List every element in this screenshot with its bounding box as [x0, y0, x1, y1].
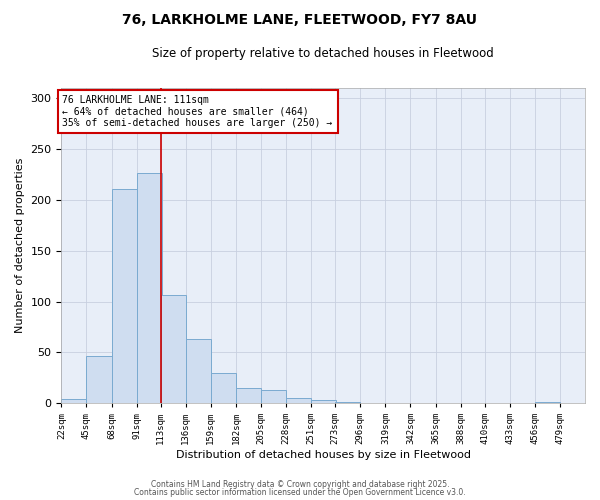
X-axis label: Distribution of detached houses by size in Fleetwood: Distribution of detached houses by size … — [176, 450, 471, 460]
Text: 76 LARKHOLME LANE: 111sqm
← 64% of detached houses are smaller (464)
35% of semi: 76 LARKHOLME LANE: 111sqm ← 64% of detac… — [62, 95, 333, 128]
Bar — [186, 339, 211, 403]
Bar — [535, 402, 560, 403]
Bar — [161, 296, 186, 403]
Bar — [137, 174, 162, 403]
Y-axis label: Number of detached properties: Number of detached properties — [15, 158, 25, 334]
Bar — [112, 188, 137, 403]
Bar — [236, 388, 261, 403]
Text: 76, LARKHOLME LANE, FLEETWOOD, FY7 8AU: 76, LARKHOLME LANE, FLEETWOOD, FY7 8AU — [122, 12, 478, 26]
Bar — [86, 356, 112, 403]
Text: Contains HM Land Registry data © Crown copyright and database right 2025.: Contains HM Land Registry data © Crown c… — [151, 480, 449, 489]
Bar — [261, 390, 286, 403]
Bar — [311, 400, 336, 403]
Text: Contains public sector information licensed under the Open Government Licence v3: Contains public sector information licen… — [134, 488, 466, 497]
Bar — [286, 398, 311, 403]
Bar — [211, 372, 236, 403]
Bar — [61, 399, 86, 403]
Title: Size of property relative to detached houses in Fleetwood: Size of property relative to detached ho… — [152, 48, 494, 60]
Bar — [335, 402, 360, 403]
